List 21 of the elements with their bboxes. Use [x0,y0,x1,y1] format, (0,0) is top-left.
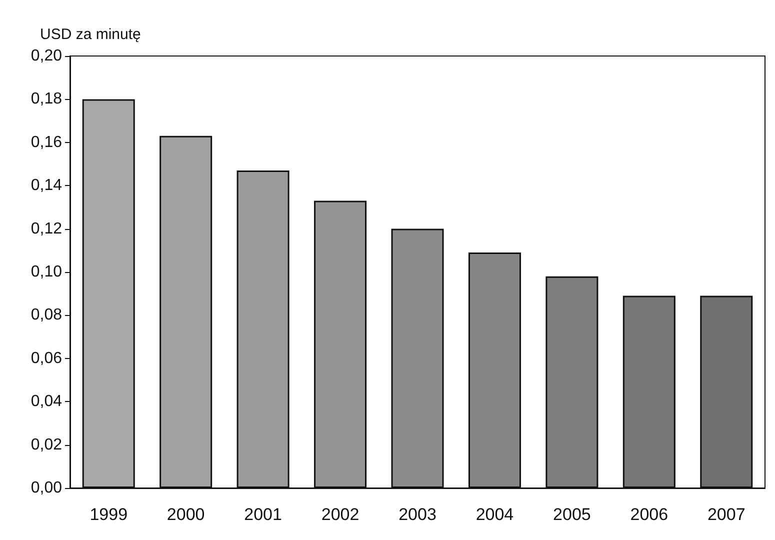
x-tick-label: 2003 [398,505,436,524]
y-tick-label: 0,02 [30,436,62,454]
y-tick-label: 0,18 [30,90,62,108]
y-tick-label: 0,20 [30,48,62,64]
y-tick-label: 0,16 [30,134,62,151]
x-tick-label: 2002 [321,505,360,524]
x-tick-label: 1999 [90,505,128,524]
y-tick-label: 0,08 [30,306,62,324]
y-tick-label: 0,06 [30,350,62,367]
y-tick-label: 0,10 [30,264,62,280]
x-tick-label: 2005 [553,505,591,524]
x-tick-label: 2001 [244,505,282,524]
y-tick-label: 0,00 [30,480,62,496]
x-tick-label: 2007 [707,505,746,524]
y-tick-label: 0,04 [30,393,62,410]
y-tick-label: 0,12 [30,220,62,238]
x-tick-label: 2004 [476,505,514,524]
x-tick-label: 2000 [166,505,205,524]
y-axis-title: USD za minutę [40,26,141,43]
x-tick-label: 2006 [630,505,668,524]
y-tick-label: 0,14 [30,177,62,194]
